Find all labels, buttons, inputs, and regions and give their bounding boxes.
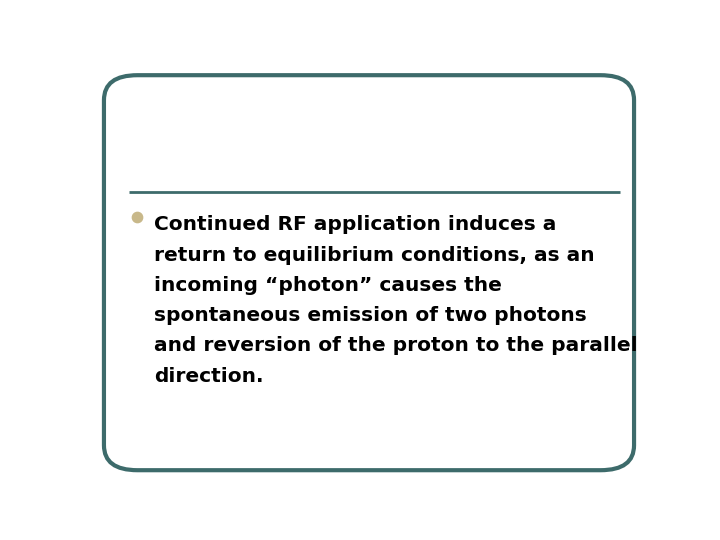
Text: Continued RF application induces a
return to equilibrium conditions, as an
incom: Continued RF application induces a retur… (154, 215, 638, 386)
Point (132, 212, 143, 221)
FancyBboxPatch shape (104, 75, 634, 470)
